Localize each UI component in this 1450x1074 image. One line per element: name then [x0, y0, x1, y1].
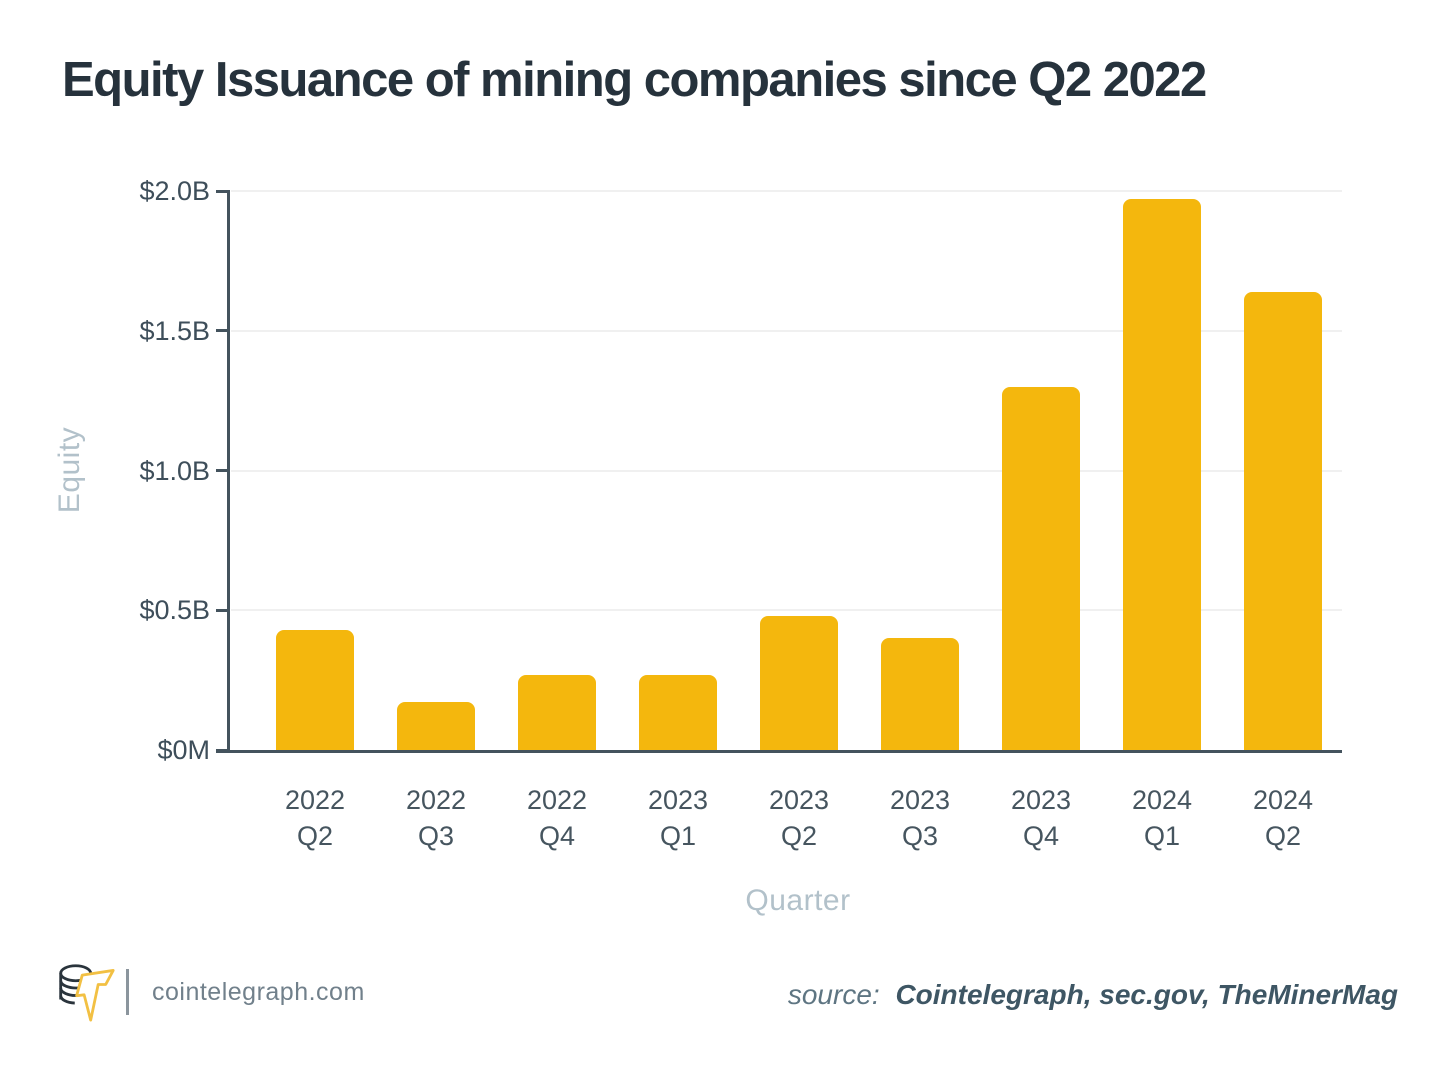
bar-2023-q3 [881, 638, 959, 750]
x-axis-tick-label: 2022 Q4 [526, 785, 588, 851]
coin-stack-icon [59, 964, 93, 1005]
bar-2022-q4 [518, 674, 596, 750]
x-axis-line [216, 750, 1342, 753]
x-axis-tick-label: 2022 Q2 [284, 785, 346, 851]
bar-2024-q1 [1123, 199, 1201, 750]
y-axis-tick [216, 469, 230, 472]
y-axis-tick [216, 608, 230, 612]
y-axis-tick-label: $2.0B [139, 176, 210, 206]
cointelegraph-logo [59, 964, 115, 1022]
x-axis-tick-label: 2023 Q1 [647, 785, 709, 851]
y-axis-tick [216, 189, 230, 193]
bar-2023-q4 [1002, 386, 1080, 750]
bar-2024-q2 [1244, 291, 1322, 750]
source-value: Cointelegraph, sec.gov, TheMinerMag [895, 979, 1398, 1010]
y-axis-line [227, 191, 230, 753]
x-axis-tick-label: 2023 Q2 [768, 785, 830, 851]
footer-divider [126, 969, 129, 1015]
bar-2022-q2 [276, 629, 354, 750]
y-axis-tick-label: $0M [157, 735, 210, 765]
y-axis-tick-label: $0.5B [139, 595, 210, 626]
gridline [231, 190, 1342, 192]
y-axis-tick-label: $1.5B [139, 315, 210, 346]
x-axis-tick-label: 2024 Q2 [1252, 785, 1314, 851]
x-axis-tick-label: 2024 Q1 [1131, 785, 1193, 851]
bar-2023-q1 [639, 674, 717, 750]
gridline [231, 469, 1342, 472]
bar-2022-q3 [397, 702, 475, 750]
x-axis-tick-label: 2022 Q3 [405, 785, 467, 851]
x-axis-tick-label: 2023 Q4 [1010, 785, 1072, 851]
lightning-t-icon [75, 969, 115, 1022]
footer-site-url: cointelegraph.com [152, 978, 365, 1006]
bar-2023-q2 [760, 615, 838, 750]
y-axis-tick-label: $1.0B [139, 455, 210, 486]
y-axis-tick [216, 329, 230, 333]
x-axis-tick-label: 2023 Q3 [889, 785, 951, 851]
footer-source: source: Cointelegraph, sec.gov, TheMiner… [788, 979, 1398, 1011]
chart-title: Equity Issuance of mining companies sinc… [62, 53, 1207, 107]
gridline [231, 609, 1342, 612]
x-axis-title: Quarter [745, 884, 851, 917]
gridline [231, 329, 1342, 332]
source-label: source: [787, 979, 880, 1010]
